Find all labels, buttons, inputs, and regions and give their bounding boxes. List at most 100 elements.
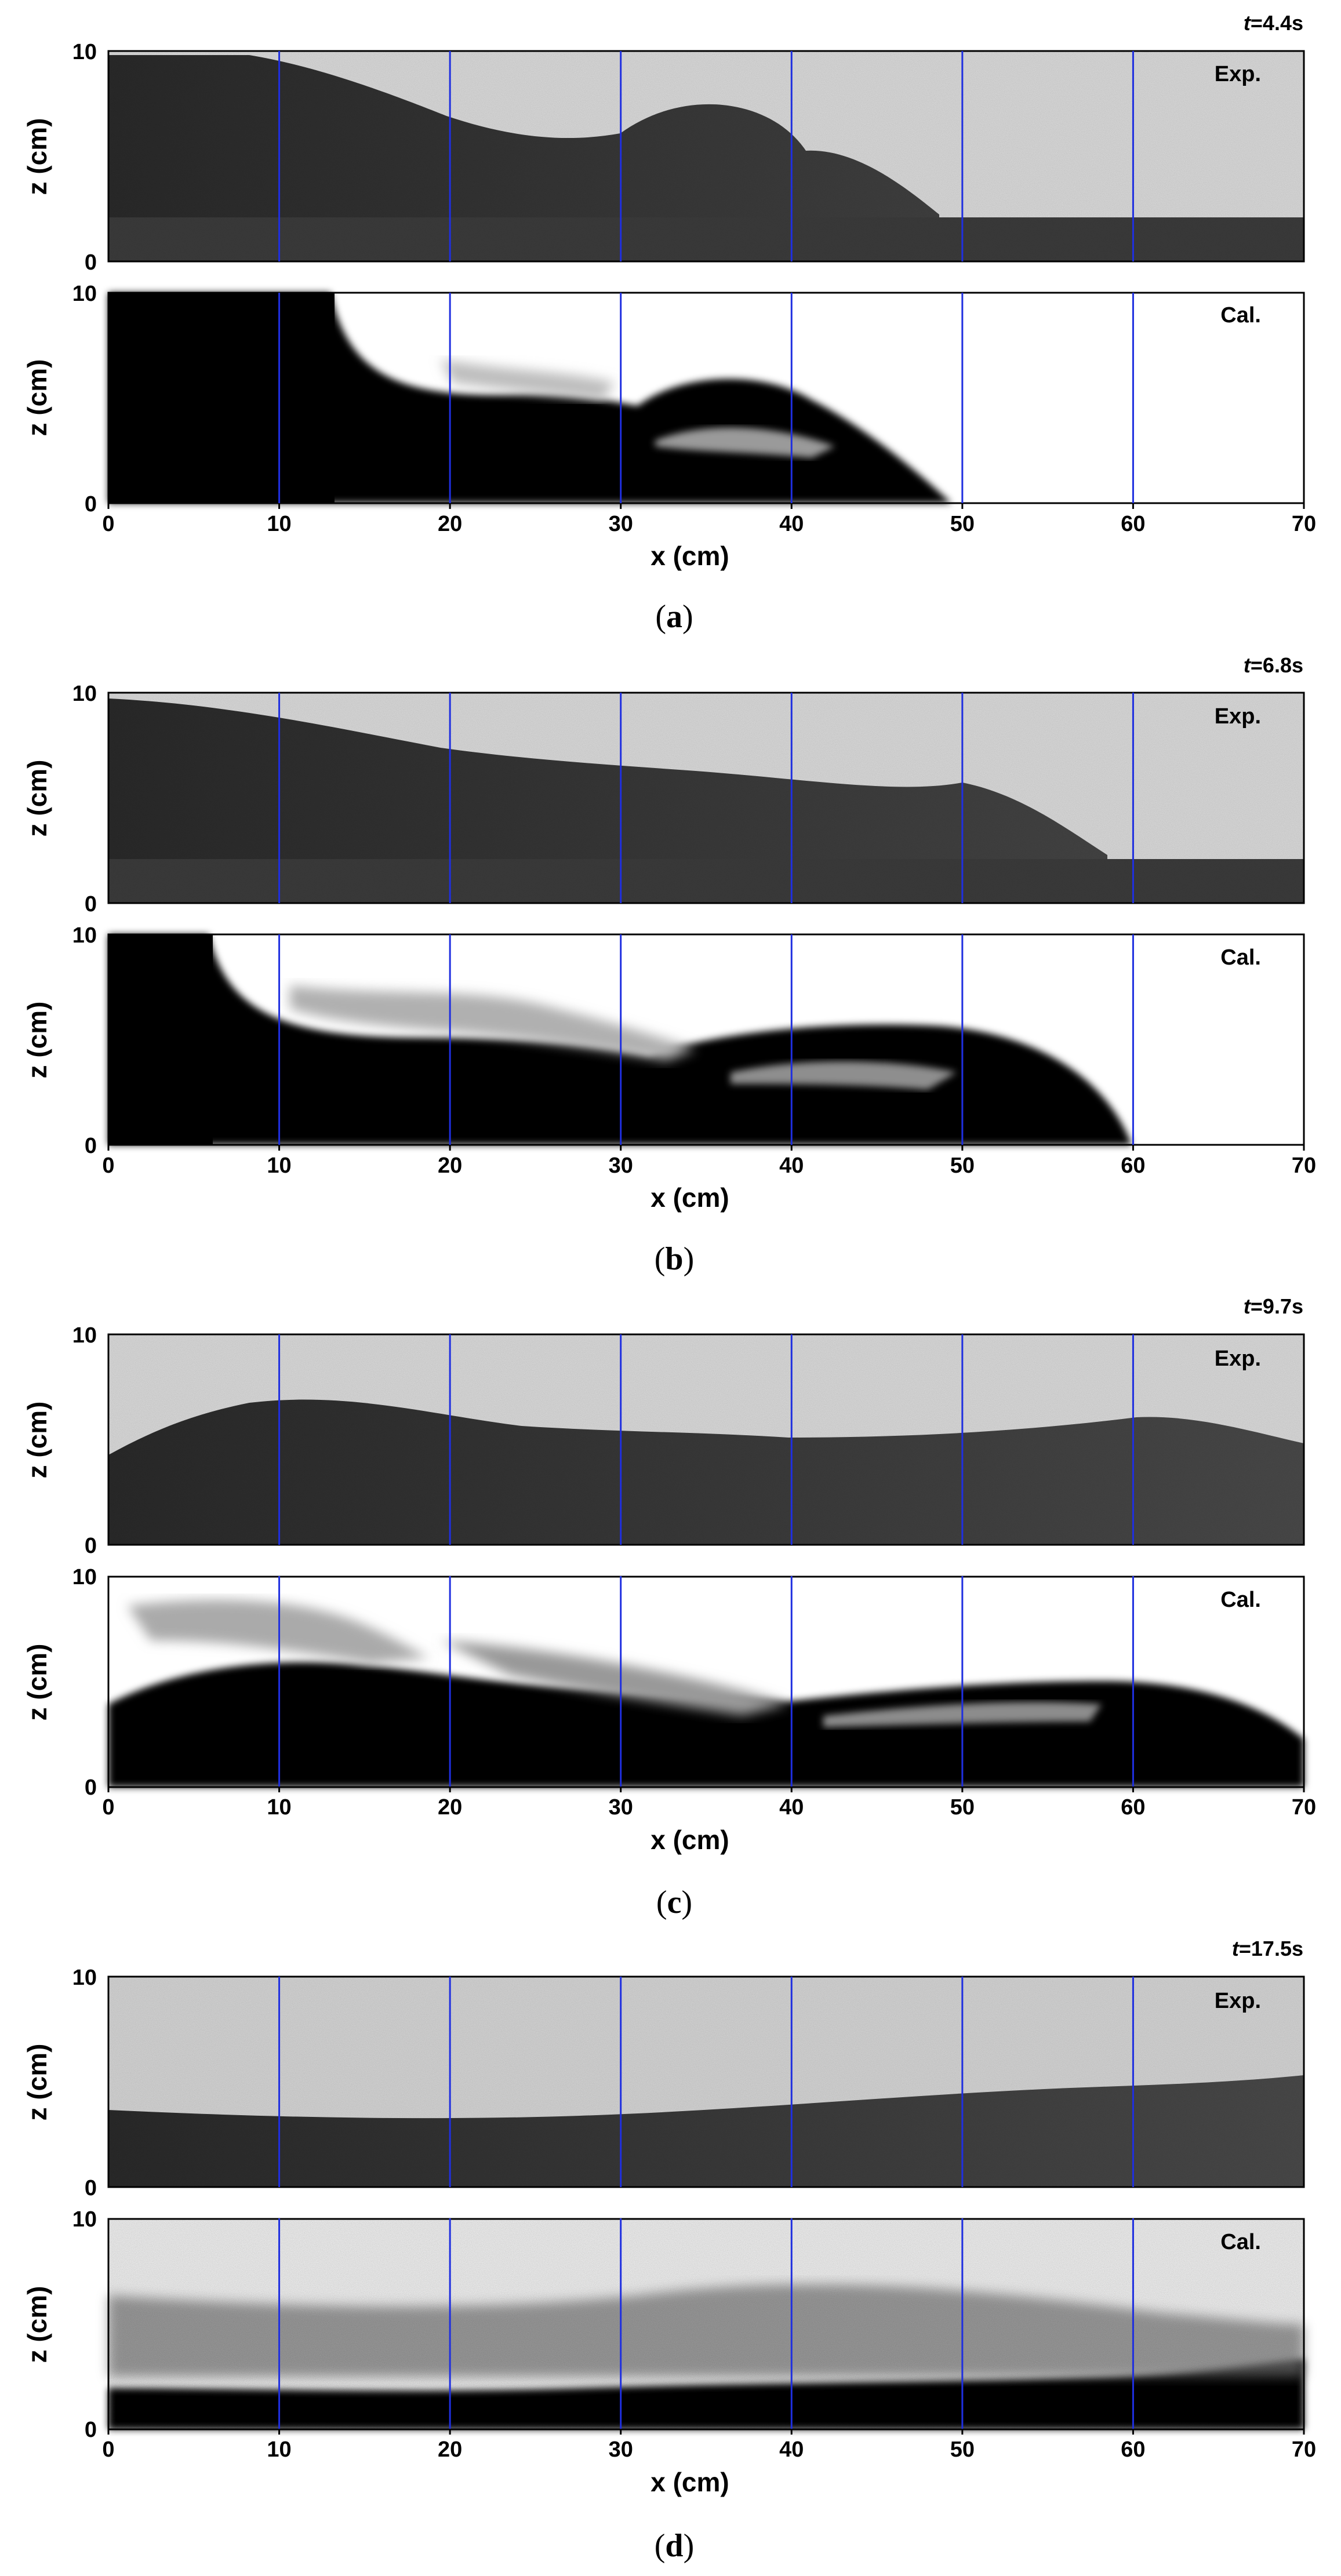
x-tick-label: 50 bbox=[950, 2437, 975, 2462]
z-tick-label: 0 bbox=[85, 1775, 97, 1800]
x-tick-label: 50 bbox=[950, 1795, 975, 1820]
x-tick-label: 70 bbox=[1292, 1154, 1316, 1178]
y-axis-label-exp: z (cm) bbox=[22, 2044, 52, 2121]
y-axis-label-cal: z (cm) bbox=[22, 359, 52, 436]
x-tick-label: 0 bbox=[102, 1154, 114, 1178]
cal-frame bbox=[107, 1576, 1305, 1788]
x-tick-label: 30 bbox=[609, 1795, 633, 1820]
panel-caption-letter: d bbox=[665, 2528, 683, 2564]
x-tick-label: 40 bbox=[779, 2437, 804, 2462]
cal-image bbox=[108, 293, 1304, 503]
gridlines bbox=[278, 1334, 1134, 1787]
z-tick-label: 10 bbox=[72, 282, 97, 306]
axes: 0 10 20 30 40 50 60 70 0 10 0 10 bbox=[72, 40, 1316, 536]
exp-frame bbox=[107, 692, 1305, 904]
x-tick-label: 40 bbox=[779, 1154, 804, 1178]
y-axis-label-exp: z (cm) bbox=[22, 760, 52, 837]
panel-a: t=4.4s 0 10 20 30 40 50 60 70 0 10 0 10 Exp. Cal. x… bbox=[22, 11, 1316, 635]
x-tick-label: 20 bbox=[438, 1795, 462, 1820]
x-tick-label: 10 bbox=[267, 1154, 291, 1178]
cal-label: Cal. bbox=[1220, 945, 1261, 970]
exp-image bbox=[108, 51, 1304, 261]
y-axis-label-cal: z (cm) bbox=[22, 1644, 52, 1721]
gridlines bbox=[278, 1977, 1134, 2429]
panel-caption: (a) bbox=[655, 599, 693, 635]
panel-caption-letter: b bbox=[665, 1241, 683, 1277]
z-tick-label: 0 bbox=[85, 892, 97, 916]
z-tick-label: 0 bbox=[85, 2418, 97, 2442]
cal-image bbox=[108, 934, 1304, 1145]
cal-image bbox=[108, 2219, 1304, 2429]
x-tick-label: 40 bbox=[779, 1795, 804, 1820]
x-tick-label: 60 bbox=[1121, 1154, 1145, 1178]
x-tick-label: 60 bbox=[1121, 1795, 1145, 1820]
exp-frame bbox=[107, 50, 1305, 263]
panel-caption: (d) bbox=[655, 2528, 694, 2564]
z-tick-label: 0 bbox=[85, 1134, 97, 1158]
y-axis-label-exp: z (cm) bbox=[22, 1402, 52, 1479]
z-tick-label: 0 bbox=[85, 492, 97, 516]
z-tick-label: 0 bbox=[85, 250, 97, 275]
x-tick-label: 70 bbox=[1292, 1795, 1316, 1820]
time-label: t=4.4s bbox=[1244, 11, 1303, 35]
x-tick-label: 40 bbox=[779, 512, 804, 536]
x-tick-label: 70 bbox=[1292, 512, 1316, 536]
cal-label: Cal. bbox=[1220, 2230, 1261, 2254]
exp-image bbox=[108, 693, 1304, 903]
exp-label: Exp. bbox=[1215, 1989, 1261, 2013]
gridlines bbox=[278, 693, 1134, 1145]
z-tick-label: 10 bbox=[72, 682, 97, 706]
panel-caption-letter: a bbox=[666, 599, 682, 635]
time-label: t=9.7s bbox=[1244, 1294, 1303, 1318]
z-tick-label: 10 bbox=[72, 1565, 97, 1589]
exp-frame bbox=[107, 1333, 1305, 1546]
x-tick-label: 0 bbox=[102, 1795, 114, 1820]
time-label-value: =4.4s bbox=[1251, 11, 1303, 35]
x-tick-label: 50 bbox=[950, 1154, 975, 1178]
exp-image bbox=[108, 1977, 1304, 2187]
x-tick-label: 30 bbox=[609, 512, 633, 536]
x-axis-label: x (cm) bbox=[650, 541, 729, 571]
z-tick-label: 10 bbox=[72, 40, 97, 64]
x-tick-label: 10 bbox=[267, 1795, 291, 1820]
x-axis-label: x (cm) bbox=[650, 2467, 729, 2497]
cal-frame bbox=[107, 933, 1305, 1146]
z-tick-label: 10 bbox=[72, 1323, 97, 1348]
x-tick-label: 0 bbox=[102, 2437, 114, 2462]
y-axis-label-cal: z (cm) bbox=[22, 1002, 52, 1079]
x-axis-label: x (cm) bbox=[650, 1825, 729, 1855]
time-label-prefix: t bbox=[1244, 11, 1252, 35]
gridlines bbox=[278, 51, 1134, 503]
z-tick-label: 10 bbox=[72, 1966, 97, 1990]
time-label: t=6.8s bbox=[1244, 653, 1303, 677]
exp-image bbox=[108, 1334, 1304, 1545]
z-tick-label: 10 bbox=[72, 923, 97, 948]
panel-b: t=6.8s 0 10 20 30 40 50 60 70 0 10 0 10 Exp. Cal. x… bbox=[22, 653, 1316, 1277]
x-tick-label: 60 bbox=[1121, 512, 1145, 536]
x-tick-label: 20 bbox=[438, 1154, 462, 1178]
panel-caption: (c) bbox=[656, 1884, 692, 1920]
time-label-prefix: t bbox=[1244, 653, 1252, 677]
cal-frame bbox=[107, 292, 1305, 504]
time-label-value: =6.8s bbox=[1251, 653, 1303, 677]
axes: 0 10 20 30 40 50 60 70 0 10 0 10 bbox=[72, 1966, 1316, 2462]
z-tick-label: 10 bbox=[72, 2207, 97, 2232]
x-tick-label: 0 bbox=[102, 512, 114, 536]
exp-label: Exp. bbox=[1215, 1347, 1261, 1371]
time-label-value: =9.7s bbox=[1251, 1294, 1303, 1318]
exp-frame bbox=[107, 1975, 1305, 2188]
time-label: t=17.5s bbox=[1232, 1937, 1303, 1960]
time-label-value: =17.5s bbox=[1239, 1937, 1303, 1960]
z-tick-label: 0 bbox=[85, 1534, 97, 1558]
exp-label: Exp. bbox=[1215, 704, 1261, 729]
x-tick-label: 50 bbox=[950, 512, 975, 536]
time-label-prefix: t bbox=[1232, 1937, 1240, 1960]
exp-label: Exp. bbox=[1215, 62, 1261, 86]
panel-c: t=9.7s 0 10 20 30 40 50 60 70 0 10 0 10 Exp. Cal. x… bbox=[22, 1294, 1316, 1920]
cal-image bbox=[108, 1577, 1304, 1787]
x-tick-label: 10 bbox=[267, 2437, 291, 2462]
y-axis-label-cal: z (cm) bbox=[22, 2286, 52, 2363]
y-axis-label-exp: z (cm) bbox=[22, 118, 52, 195]
